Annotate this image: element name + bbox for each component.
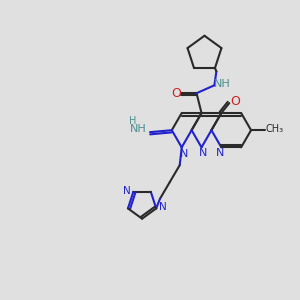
- Text: N: N: [179, 149, 188, 159]
- Text: O: O: [230, 94, 240, 108]
- Text: N: N: [122, 186, 130, 196]
- Text: N: N: [159, 202, 167, 212]
- Text: N: N: [216, 148, 224, 158]
- Text: CH₃: CH₃: [266, 124, 284, 134]
- Text: O: O: [171, 87, 181, 100]
- Text: H: H: [130, 116, 137, 126]
- Text: N: N: [199, 148, 208, 158]
- Text: NH: NH: [130, 124, 146, 134]
- Text: NH: NH: [214, 79, 231, 89]
